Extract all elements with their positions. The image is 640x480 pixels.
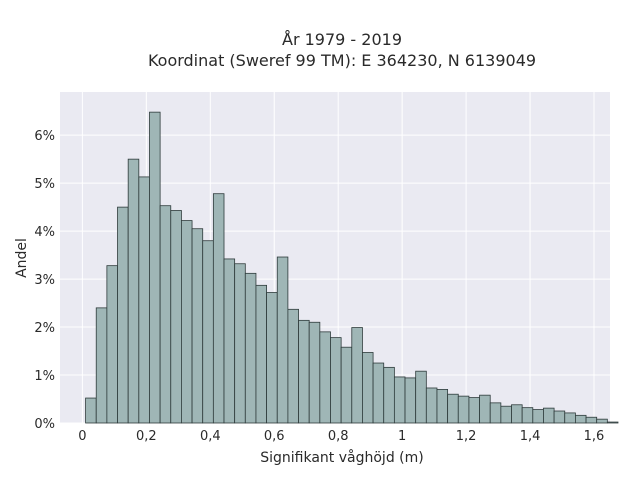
x-tick-label: 0,8 [328, 429, 349, 444]
x-tick-label: 0,4 [200, 429, 221, 444]
histogram-bar [521, 407, 534, 424]
histogram-bar [415, 370, 427, 424]
histogram-bar [234, 263, 246, 424]
histogram-bar [489, 402, 502, 424]
histogram-bar [436, 389, 449, 424]
chart-title-line1: År 1979 - 2019 [282, 30, 402, 49]
histogram-bar [170, 210, 182, 424]
histogram-bar [553, 410, 566, 424]
histogram-bar [138, 176, 150, 424]
histogram-bar [564, 412, 576, 424]
histogram-bar [479, 394, 491, 424]
x-tick-label: 0,2 [136, 429, 157, 444]
histogram-bar [340, 346, 353, 424]
y-tick-label: 0% [34, 417, 55, 432]
histogram-bar [500, 405, 512, 424]
x-tick-label: 0 [78, 429, 86, 444]
histogram-bar [393, 376, 406, 424]
histogram-bar [85, 397, 97, 424]
histogram-bar [606, 421, 619, 424]
histogram-bar [468, 397, 480, 424]
y-tick-label: 6% [34, 129, 55, 144]
x-tick-label: 1,4 [520, 429, 541, 444]
x-axis-label: Signifikant våghöjd (m) [260, 449, 423, 466]
histogram-bar [308, 321, 321, 424]
histogram-bar [457, 395, 470, 424]
x-tick-label: 0,6 [264, 429, 285, 444]
histogram-bar [276, 256, 289, 424]
histogram-bar [372, 362, 385, 424]
histogram-bar [330, 337, 342, 424]
histogram-bar [212, 193, 225, 424]
chart-title-line2: Koordinat (Sweref 99 TM): E 364230, N 61… [148, 51, 536, 70]
y-axis-ticks: 0% 1% 2% 3% 4% 5% 6% [34, 129, 55, 432]
histogram-bar [95, 307, 108, 424]
histogram-bar [447, 393, 459, 424]
histogram-bar [127, 158, 140, 424]
histogram-bar [191, 228, 204, 424]
x-tick-label: 1,2 [456, 429, 477, 444]
bars [85, 111, 619, 424]
histogram-bar [362, 352, 374, 424]
histogram-bar [117, 206, 129, 424]
histogram-bar [351, 327, 363, 424]
y-tick-label: 3% [34, 273, 55, 288]
histogram-bar [383, 366, 395, 424]
histogram-bar [511, 404, 523, 424]
x-tick-label: 1 [398, 429, 406, 444]
histogram-bar [244, 272, 257, 424]
histogram-bar [106, 265, 118, 424]
histogram-bar [287, 308, 299, 424]
histogram-bar [255, 284, 268, 424]
histogram-bar [223, 258, 236, 424]
x-tick-label: 1,6 [584, 429, 605, 444]
histogram-bar [159, 205, 172, 424]
histogram-bar [425, 387, 438, 424]
y-tick-label: 1% [34, 369, 55, 384]
y-tick-label: 4% [34, 225, 55, 240]
histogram-bar [404, 377, 417, 424]
y-tick-label: 5% [34, 177, 55, 192]
histogram-bar [532, 409, 544, 424]
y-axis-label: Andel [14, 238, 30, 278]
y-tick-label: 2% [34, 321, 55, 336]
histogram-bar [575, 414, 587, 424]
histogram-bar [596, 418, 608, 424]
histogram-bar [543, 407, 555, 424]
histogram-bar [181, 220, 193, 424]
histogram-bar [585, 416, 598, 424]
histogram-bar [266, 292, 278, 424]
histogram-bar [149, 111, 161, 424]
x-axis-ticks: 0 0,2 0,4 0,6 0,8 1 1,2 1,4 1,6 [78, 429, 604, 444]
histogram-bar [319, 331, 331, 424]
histogram-bar [202, 240, 214, 424]
histogram-bar [298, 319, 310, 424]
